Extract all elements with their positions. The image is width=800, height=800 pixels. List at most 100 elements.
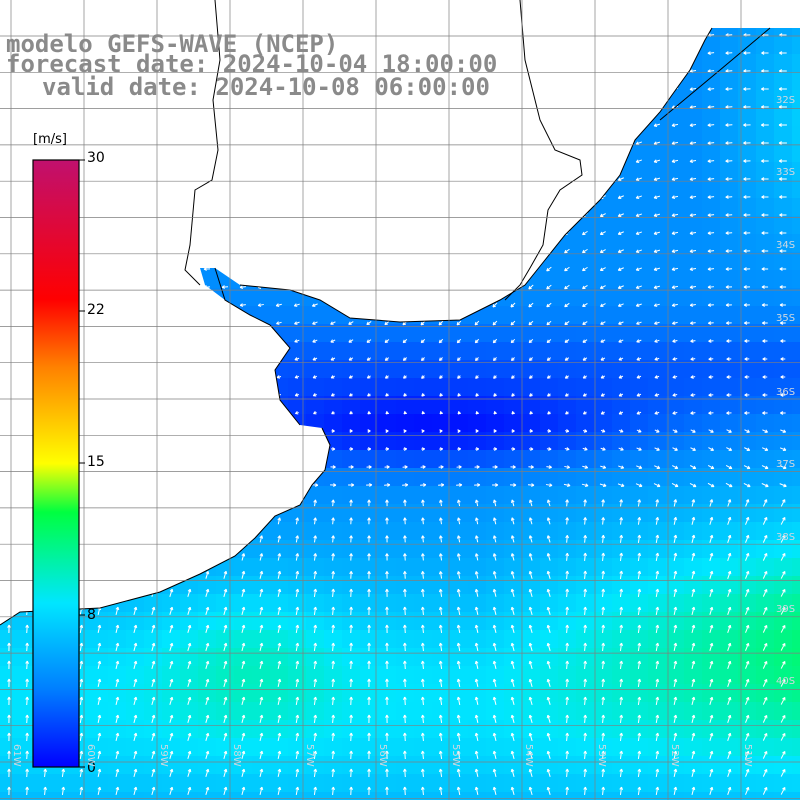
speed-cell — [468, 216, 486, 234]
speed-cell — [774, 576, 792, 594]
wind-arrow — [475, 267, 479, 271]
speed-cell — [576, 54, 594, 72]
lon-label: 56W — [377, 744, 388, 767]
speed-cell — [360, 342, 378, 360]
wind-arrow — [618, 142, 624, 145]
wind-arrow — [439, 231, 443, 235]
wind-arrow — [565, 141, 570, 145]
speed-cell — [666, 144, 684, 162]
speed-cell — [504, 252, 522, 270]
wind-arrow — [8, 607, 11, 615]
speed-cell — [396, 0, 414, 18]
speed-cell — [774, 792, 792, 800]
speed-cell — [522, 450, 540, 468]
wind-arrow — [98, 518, 101, 524]
wind-arrow — [654, 88, 660, 91]
speed-cell — [468, 288, 486, 306]
speed-cell — [180, 0, 198, 18]
speed-cell — [414, 270, 432, 288]
speed-cell — [234, 0, 252, 18]
wind-arrow — [114, 268, 120, 271]
wind-arrow — [134, 518, 137, 524]
speed-cell — [450, 18, 468, 36]
wind-arrow — [618, 16, 624, 19]
wind-arrow — [475, 213, 479, 217]
speed-cell — [432, 468, 450, 486]
speed-cell — [324, 198, 342, 216]
speed-cell — [360, 414, 378, 432]
speed-cell — [306, 342, 324, 360]
wind-arrow — [150, 16, 156, 19]
speed-cell — [666, 126, 684, 144]
speed-cell — [108, 216, 126, 234]
valid-date: valid date: 2024-10-08 06:00:00 — [42, 75, 490, 99]
speed-cell — [702, 18, 720, 36]
speed-cell — [432, 270, 450, 288]
speed-cell — [396, 252, 414, 270]
speed-cell — [342, 252, 360, 270]
speed-cell — [774, 738, 792, 756]
wind-arrow — [60, 106, 66, 109]
speed-cell — [522, 288, 540, 306]
speed-cell — [342, 126, 360, 144]
speed-cell — [0, 144, 18, 162]
speed-cell — [774, 72, 792, 90]
wind-arrow — [222, 322, 227, 325]
wind-arrow — [188, 571, 191, 578]
speed-cell — [522, 72, 540, 90]
speed-cell — [180, 756, 198, 774]
wind-arrow — [223, 394, 227, 397]
wind-arrow — [762, 16, 769, 19]
speed-cell — [396, 342, 414, 360]
speed-cell — [702, 0, 720, 18]
speed-cell — [720, 162, 738, 180]
speed-cell — [756, 0, 774, 18]
speed-cell — [144, 126, 162, 144]
speed-cell — [252, 108, 270, 126]
speed-cell — [792, 738, 800, 756]
speed-cell — [720, 576, 738, 594]
wind-arrow — [511, 213, 515, 217]
wind-arrow — [421, 267, 425, 271]
speed-cell — [180, 162, 198, 180]
wind-arrow — [24, 88, 30, 91]
speed-cell — [342, 234, 360, 252]
wind-arrow — [511, 159, 515, 163]
speed-cell — [720, 540, 738, 558]
wind-arrow — [276, 286, 282, 289]
wind-arrow — [529, 15, 534, 19]
wind-arrow — [188, 518, 191, 524]
speed-cell — [108, 504, 126, 522]
wind-arrow — [295, 448, 299, 451]
speed-cell — [90, 216, 108, 234]
speed-cell — [684, 432, 702, 450]
speed-cell — [774, 720, 792, 738]
wind-arrow — [24, 430, 29, 433]
wind-arrow — [493, 177, 497, 181]
speed-cell — [774, 702, 792, 720]
colorbar-unit: [m/s] — [33, 132, 67, 147]
speed-cell — [486, 18, 504, 36]
wind-arrow — [168, 160, 174, 163]
wind-arrow — [240, 232, 246, 235]
speed-cell — [648, 216, 666, 234]
wind-arrow — [565, 87, 570, 91]
speed-cell — [594, 378, 612, 396]
speed-cell — [666, 270, 684, 288]
wind-arrow — [206, 554, 209, 561]
wind-arrow — [132, 196, 138, 199]
wind-arrow — [187, 448, 192, 451]
wind-arrow — [294, 466, 299, 469]
speed-cell — [378, 108, 396, 126]
lon-label: 61W — [11, 744, 22, 767]
speed-cell — [270, 468, 288, 486]
speed-cell — [270, 144, 288, 162]
speed-cell — [360, 378, 378, 396]
speed-cell — [720, 558, 738, 576]
speed-cell — [756, 306, 774, 324]
wind-arrow — [260, 500, 263, 506]
wind-arrow — [96, 286, 102, 289]
wind-arrow — [170, 518, 173, 524]
speed-cell — [720, 306, 738, 324]
